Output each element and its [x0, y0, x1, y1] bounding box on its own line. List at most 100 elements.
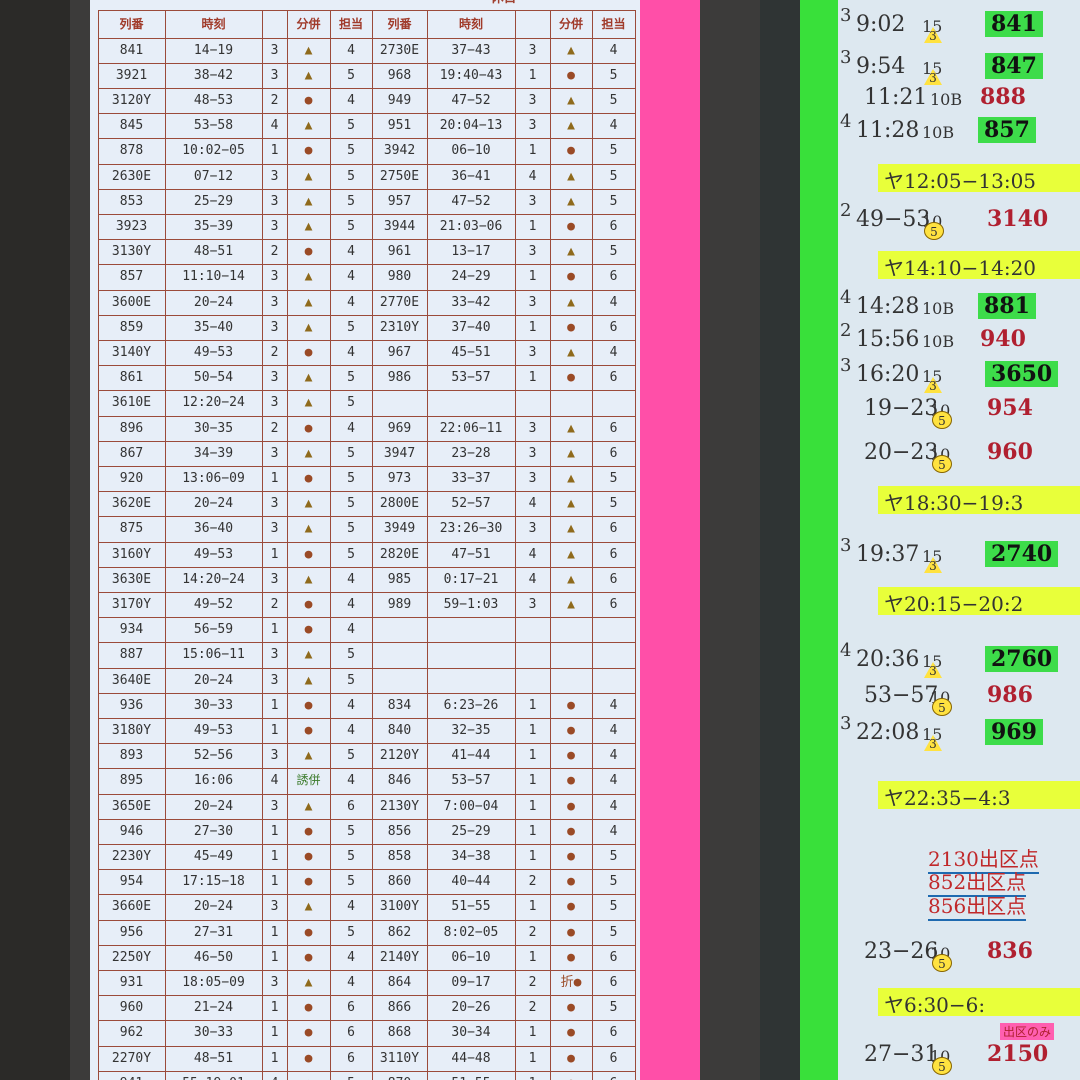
cell: 1 — [515, 1071, 550, 1080]
cell: 3 — [270, 445, 279, 461]
line-no: 2 — [840, 200, 852, 221]
cell: 4 — [347, 344, 355, 360]
symbol: ▲ — [304, 370, 313, 386]
cell: 3 — [270, 42, 279, 58]
cell: 4 — [609, 697, 618, 713]
symbol: ▲ — [304, 67, 313, 83]
cell: 5 — [609, 92, 618, 108]
symbol: ▲ — [304, 218, 313, 234]
cell: 4 — [347, 571, 355, 587]
time: 9:54 — [856, 54, 906, 79]
cell: 1 — [528, 697, 537, 713]
symbol: ▲ — [304, 672, 313, 688]
grid-v — [635, 10, 636, 1080]
cell: 1 — [528, 748, 537, 764]
cell: 6 — [347, 1000, 355, 1016]
cell: 961 — [387, 244, 412, 260]
line-no: 3 — [840, 5, 852, 26]
cell: 47−52 — [451, 92, 491, 108]
cell: 38−42 — [193, 67, 234, 83]
grid-v — [330, 10, 331, 1080]
cell: 4 — [347, 244, 355, 260]
cell: 5 — [609, 924, 618, 940]
time: 23−26 — [864, 939, 939, 964]
line-no: 3 — [840, 355, 852, 376]
cell: 1 — [270, 1050, 279, 1066]
cell: 45−49 — [193, 848, 234, 864]
cell: 875 — [119, 521, 144, 537]
cell: 931 — [119, 974, 144, 990]
cell: 4 — [609, 773, 618, 789]
symbol: 折● — [560, 974, 582, 990]
cell: 1 — [270, 1000, 279, 1016]
cell: 20:04−13 — [439, 118, 503, 134]
cell: 6:23−26 — [443, 697, 499, 713]
time: 15:56 — [856, 327, 920, 352]
header-cell: 列番 — [387, 17, 412, 31]
cell: 3 — [528, 344, 537, 360]
symbol: ● — [567, 874, 575, 890]
cell: 5 — [347, 395, 355, 411]
cell: 1 — [528, 773, 537, 789]
cell: 5 — [609, 496, 618, 512]
cell: 5 — [609, 1000, 618, 1016]
symbol: ● — [304, 344, 313, 360]
cell: 949 — [387, 92, 412, 108]
cell: 24−29 — [451, 269, 491, 285]
cell: 4 — [528, 546, 537, 562]
cell: 3 — [270, 672, 279, 688]
grid-h — [98, 264, 635, 266]
cell: 5 — [347, 67, 355, 83]
cell: 5 — [347, 470, 355, 486]
cell: 1 — [270, 848, 279, 864]
symbol: ▲ — [567, 193, 575, 209]
grid-v — [515, 10, 516, 1080]
cell: 34−38 — [451, 848, 491, 864]
cell: 6 — [609, 269, 618, 285]
cell: 2800E — [379, 496, 420, 512]
cell: 4 — [609, 344, 618, 360]
symbol: ● — [567, 848, 575, 864]
cell: 49−52 — [193, 596, 234, 612]
cell: 2250Y — [111, 949, 152, 965]
cell: 957 — [387, 193, 412, 209]
cell: 973 — [387, 470, 412, 486]
symbol: ● — [304, 596, 313, 612]
cell: 5 — [347, 118, 355, 134]
symbol: ▲ — [567, 42, 575, 58]
grid-h — [98, 339, 635, 341]
cell: 4 — [347, 596, 355, 612]
symbol: ● — [304, 697, 313, 713]
cell: 5 — [609, 67, 618, 83]
cell: 1 — [528, 218, 537, 234]
grid-h — [98, 768, 635, 770]
cell: 1 — [270, 949, 279, 965]
cell: 846 — [387, 773, 412, 789]
train: 857 — [978, 117, 1036, 143]
grid-h — [98, 995, 635, 997]
cell: 867 — [119, 445, 144, 461]
cell: 4 — [609, 722, 618, 738]
time: 11:28 — [856, 118, 920, 143]
cell: 2630E — [111, 168, 152, 184]
cell: 3 — [270, 748, 279, 764]
train: 969 — [985, 719, 1043, 745]
cell: 5 — [347, 546, 355, 562]
cell: 2120Y — [379, 748, 420, 764]
cell: 06−10 — [451, 949, 491, 965]
cell: 1 — [528, 67, 537, 83]
cell: 45−51 — [451, 344, 491, 360]
cell: 5 — [347, 672, 355, 688]
symbol: ● — [567, 722, 575, 738]
symbol: ● — [550, 1071, 592, 1080]
grid-h — [98, 969, 635, 971]
train: 954 — [987, 395, 1033, 421]
symbol: ● — [304, 546, 313, 562]
symbol: ▲ — [304, 118, 313, 134]
cell: 954 — [119, 874, 144, 890]
cell: 3 — [270, 269, 279, 285]
cell: 3921 — [115, 67, 148, 83]
cell: 2310Y — [379, 319, 420, 335]
cell: 3 — [270, 899, 279, 915]
time: 53−57 — [864, 683, 939, 708]
